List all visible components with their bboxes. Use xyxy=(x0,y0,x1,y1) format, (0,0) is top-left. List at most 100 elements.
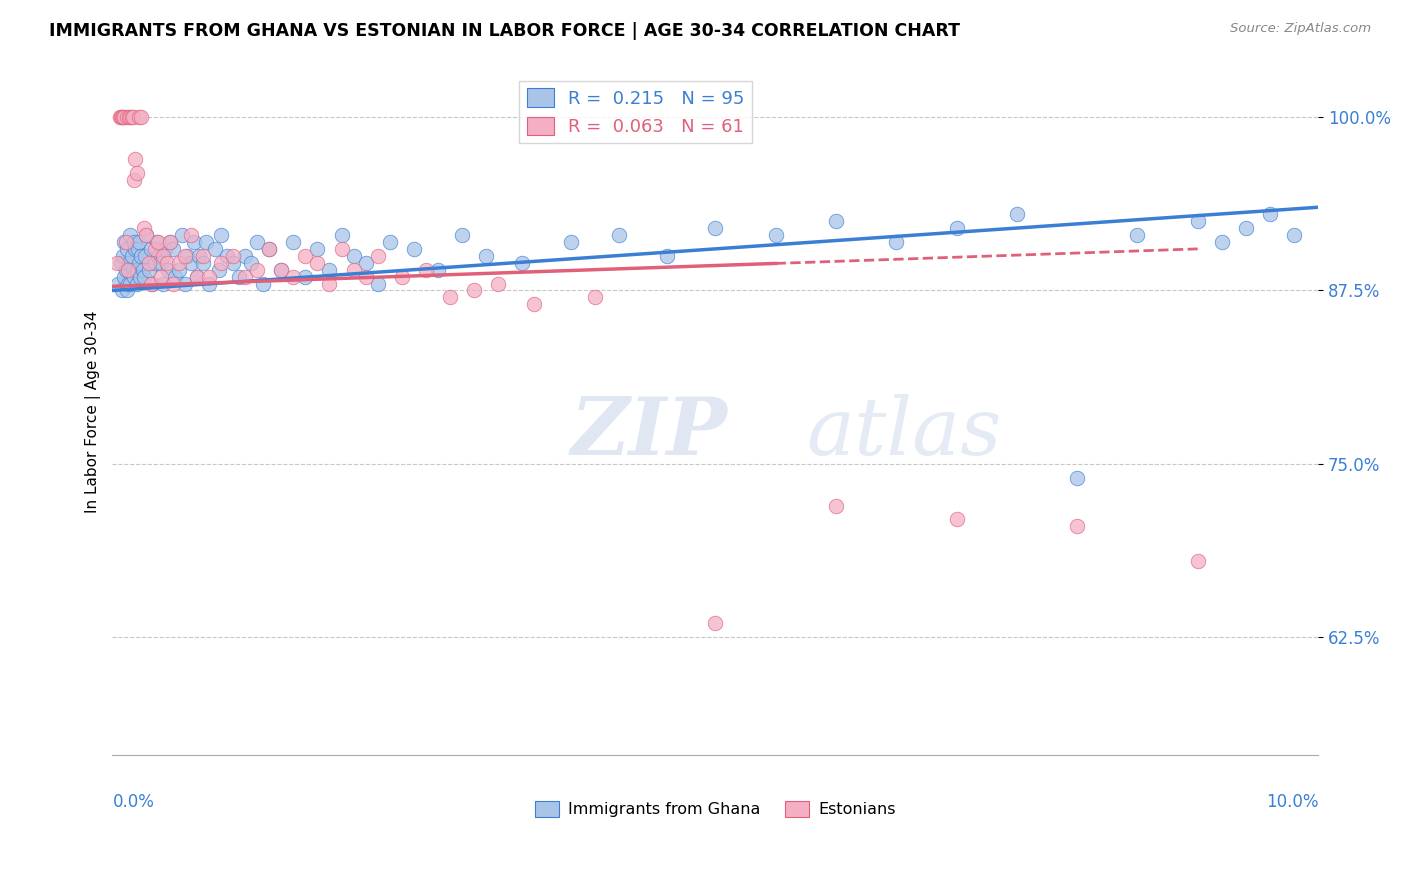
Point xyxy=(167,262,190,277)
Point xyxy=(257,242,280,256)
Point xyxy=(114,269,136,284)
Point xyxy=(165,269,187,284)
Point xyxy=(115,110,138,124)
Point xyxy=(141,277,163,291)
Point xyxy=(125,165,148,179)
Point xyxy=(294,269,316,284)
Point xyxy=(127,242,149,256)
Point xyxy=(186,269,208,284)
Point xyxy=(138,256,160,270)
Point xyxy=(560,235,582,249)
Point xyxy=(209,227,232,242)
Point xyxy=(884,235,907,249)
Point xyxy=(110,256,132,270)
Point xyxy=(1066,471,1088,485)
Point xyxy=(391,269,413,284)
Point xyxy=(108,110,131,124)
Point xyxy=(207,262,229,277)
Point xyxy=(1126,227,1149,242)
Point xyxy=(131,249,153,263)
Point xyxy=(1211,235,1233,249)
Text: Source: ZipAtlas.com: Source: ZipAtlas.com xyxy=(1230,22,1371,36)
Point xyxy=(146,235,169,249)
Point xyxy=(451,227,474,242)
Point xyxy=(131,262,153,277)
Point xyxy=(191,256,214,270)
Point xyxy=(318,262,340,277)
Point xyxy=(257,242,280,256)
Point xyxy=(607,227,630,242)
Point xyxy=(583,290,606,304)
Point xyxy=(222,249,245,263)
Point xyxy=(121,110,143,124)
Point xyxy=(222,256,245,270)
Point xyxy=(120,227,142,242)
Point xyxy=(402,242,425,256)
Point xyxy=(143,256,166,270)
Point xyxy=(195,235,218,249)
Point xyxy=(117,262,139,277)
Point xyxy=(139,277,162,291)
Point xyxy=(512,256,534,270)
Point xyxy=(233,249,256,263)
Point xyxy=(124,242,146,256)
Point xyxy=(118,110,141,124)
Point xyxy=(159,235,181,249)
Point xyxy=(128,110,150,124)
Point xyxy=(162,277,184,291)
Point xyxy=(228,269,250,284)
Point xyxy=(112,249,135,263)
Point xyxy=(139,242,162,256)
Point xyxy=(427,262,450,277)
Point xyxy=(1005,207,1028,221)
Point xyxy=(246,235,269,249)
Point xyxy=(152,277,174,291)
Point xyxy=(131,110,153,124)
Point xyxy=(186,269,208,284)
Point xyxy=(294,249,316,263)
Point xyxy=(1234,221,1257,235)
Point xyxy=(283,269,305,284)
Point xyxy=(1187,214,1209,228)
Point xyxy=(270,262,292,277)
Point xyxy=(148,249,170,263)
Point xyxy=(122,110,145,124)
Point xyxy=(825,214,848,228)
Point xyxy=(198,277,221,291)
Point xyxy=(143,242,166,256)
Point xyxy=(156,256,179,270)
Point xyxy=(120,110,142,124)
Point xyxy=(135,227,157,242)
Point xyxy=(105,256,128,270)
Point xyxy=(945,221,967,235)
Point xyxy=(1066,519,1088,533)
Point xyxy=(155,242,177,256)
Text: 10.0%: 10.0% xyxy=(1265,793,1319,811)
Text: ZIP: ZIP xyxy=(571,393,727,471)
Point xyxy=(209,256,232,270)
Point xyxy=(1258,207,1281,221)
Point xyxy=(215,249,238,263)
Point xyxy=(149,269,172,284)
Point xyxy=(704,616,727,631)
Point xyxy=(246,262,269,277)
Point xyxy=(367,277,389,291)
Point xyxy=(318,277,340,291)
Point xyxy=(330,242,353,256)
Legend: Immigrants from Ghana, Estonians: Immigrants from Ghana, Estonians xyxy=(529,794,903,823)
Point xyxy=(112,110,135,124)
Point xyxy=(114,110,136,124)
Point xyxy=(132,269,155,284)
Point xyxy=(475,249,498,263)
Point xyxy=(138,262,160,277)
Point xyxy=(252,277,274,291)
Point xyxy=(233,269,256,284)
Point xyxy=(122,269,145,284)
Point xyxy=(183,235,205,249)
Point xyxy=(367,249,389,263)
Point xyxy=(118,256,141,270)
Point xyxy=(354,269,377,284)
Point xyxy=(162,242,184,256)
Point xyxy=(307,242,329,256)
Point xyxy=(115,284,138,298)
